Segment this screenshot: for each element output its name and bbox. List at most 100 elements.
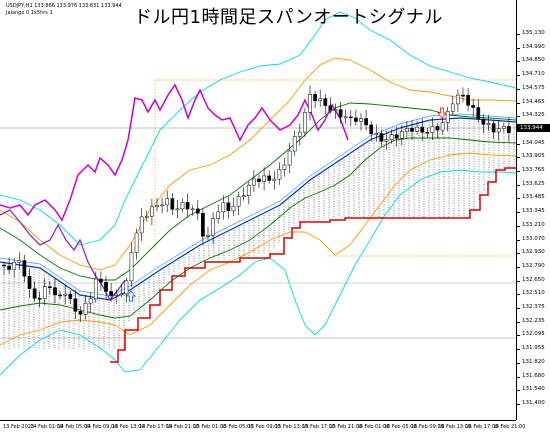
x-axis-label: 16 Feb 01:00	[356, 424, 390, 430]
candle	[394, 126, 399, 147]
candle-body	[246, 184, 251, 197]
candle	[496, 119, 501, 141]
y-axis-label: 131.820	[522, 358, 545, 365]
candle	[83, 294, 88, 320]
y-axis-tick	[517, 403, 520, 405]
candle-body	[486, 123, 491, 125]
y-axis-tick	[517, 321, 520, 323]
indicator-info: Jalango 0 1x5hrs 1	[6, 10, 53, 16]
y-axis-tick	[517, 390, 520, 392]
price-axis[interactable]: 135.130 134.990 134.850 134.710 134.575 134.4…	[516, 0, 550, 420]
candle	[410, 120, 414, 141]
candle	[114, 289, 119, 305]
candle-body	[308, 94, 312, 113]
candle	[236, 191, 241, 216]
candle	[374, 124, 379, 142]
candle-body	[303, 112, 307, 133]
price-chart[interactable]	[0, 0, 516, 420]
candle-body	[343, 116, 348, 119]
candle	[445, 106, 450, 132]
candle-body	[430, 126, 435, 133]
candle	[501, 122, 506, 133]
candle-body	[216, 211, 221, 219]
candle	[420, 118, 425, 142]
candle	[354, 109, 358, 126]
candle	[252, 169, 256, 193]
candle-body	[328, 105, 333, 111]
candle	[257, 174, 261, 188]
candle-body	[93, 278, 98, 300]
y-axis-label: 133.345	[522, 208, 545, 215]
candle	[160, 197, 164, 214]
candle	[267, 170, 272, 184]
candle-body	[129, 252, 134, 282]
candle	[119, 284, 124, 298]
bollinger-lower-outer	[0, 169, 516, 376]
candle-body	[405, 128, 409, 132]
candle	[58, 291, 62, 300]
candle-body	[257, 178, 261, 182]
candle	[99, 271, 103, 291]
x-axis-label: 15 Feb 09:00	[247, 424, 281, 430]
y-axis-tick	[517, 184, 520, 186]
bollinger-lower-mid	[0, 152, 516, 346]
sell-signal-arrow-icon[interactable]	[437, 107, 447, 119]
candle-body	[2, 264, 6, 267]
candle	[32, 281, 37, 302]
candle-body	[394, 134, 399, 139]
candle-body	[170, 198, 175, 210]
y-axis-tick	[517, 102, 520, 104]
y-axis-tick	[517, 280, 520, 282]
candle	[27, 268, 32, 298]
candle-body	[180, 202, 185, 210]
candlestick-series	[2, 85, 511, 323]
candle-body	[58, 294, 62, 297]
candle-body	[155, 205, 159, 208]
y-axis-tick	[517, 239, 520, 241]
y-axis-tick	[517, 349, 520, 351]
candle-body	[272, 178, 277, 181]
y-axis-tick	[517, 61, 520, 63]
candle-body	[435, 126, 440, 131]
candle-body	[384, 139, 389, 142]
candle-body	[323, 98, 328, 106]
buy-signal-arrow-icon[interactable]	[126, 290, 136, 302]
x-axis-label: 14 Feb 01:00	[30, 424, 63, 430]
candle	[165, 190, 170, 213]
candle-body	[354, 117, 358, 122]
candle	[379, 129, 384, 147]
x-axis-label: 15 Feb 17:00	[302, 424, 335, 430]
candle-body	[313, 94, 317, 102]
candle-body	[206, 234, 210, 237]
y-axis-tick	[517, 171, 520, 172]
candle	[461, 87, 465, 103]
candle-body	[195, 208, 200, 214]
candle-body	[338, 109, 343, 118]
candle	[364, 109, 368, 131]
y-axis-tick	[517, 253, 520, 255]
candle	[231, 197, 236, 217]
y-axis-tick	[517, 116, 520, 118]
candle-body	[471, 105, 476, 108]
y-axis-tick	[517, 34, 520, 35]
candle-body	[318, 98, 323, 102]
candle-body	[17, 260, 22, 263]
time-axis[interactable]: 13 Feb 2023 14 Feb 01:00 14 Feb 05:00 14 Fe…	[0, 420, 525, 436]
y-axis-tick	[517, 143, 520, 145]
candle-body	[22, 260, 27, 277]
x-axis-label: 14 Feb 17:00	[139, 424, 172, 430]
candle	[155, 198, 159, 212]
candle	[185, 193, 190, 218]
candle-body	[48, 286, 52, 288]
candle	[134, 228, 139, 260]
candle-body	[231, 205, 236, 212]
candle	[2, 262, 6, 275]
y-axis-tick	[517, 335, 520, 337]
candle-body	[109, 291, 113, 296]
candle	[323, 93, 328, 115]
x-axis-label: 16 Feb 21:00	[492, 424, 526, 430]
candle	[481, 113, 486, 134]
candle	[7, 257, 11, 275]
x-axis-label: 14 Feb 13:00	[111, 424, 145, 430]
